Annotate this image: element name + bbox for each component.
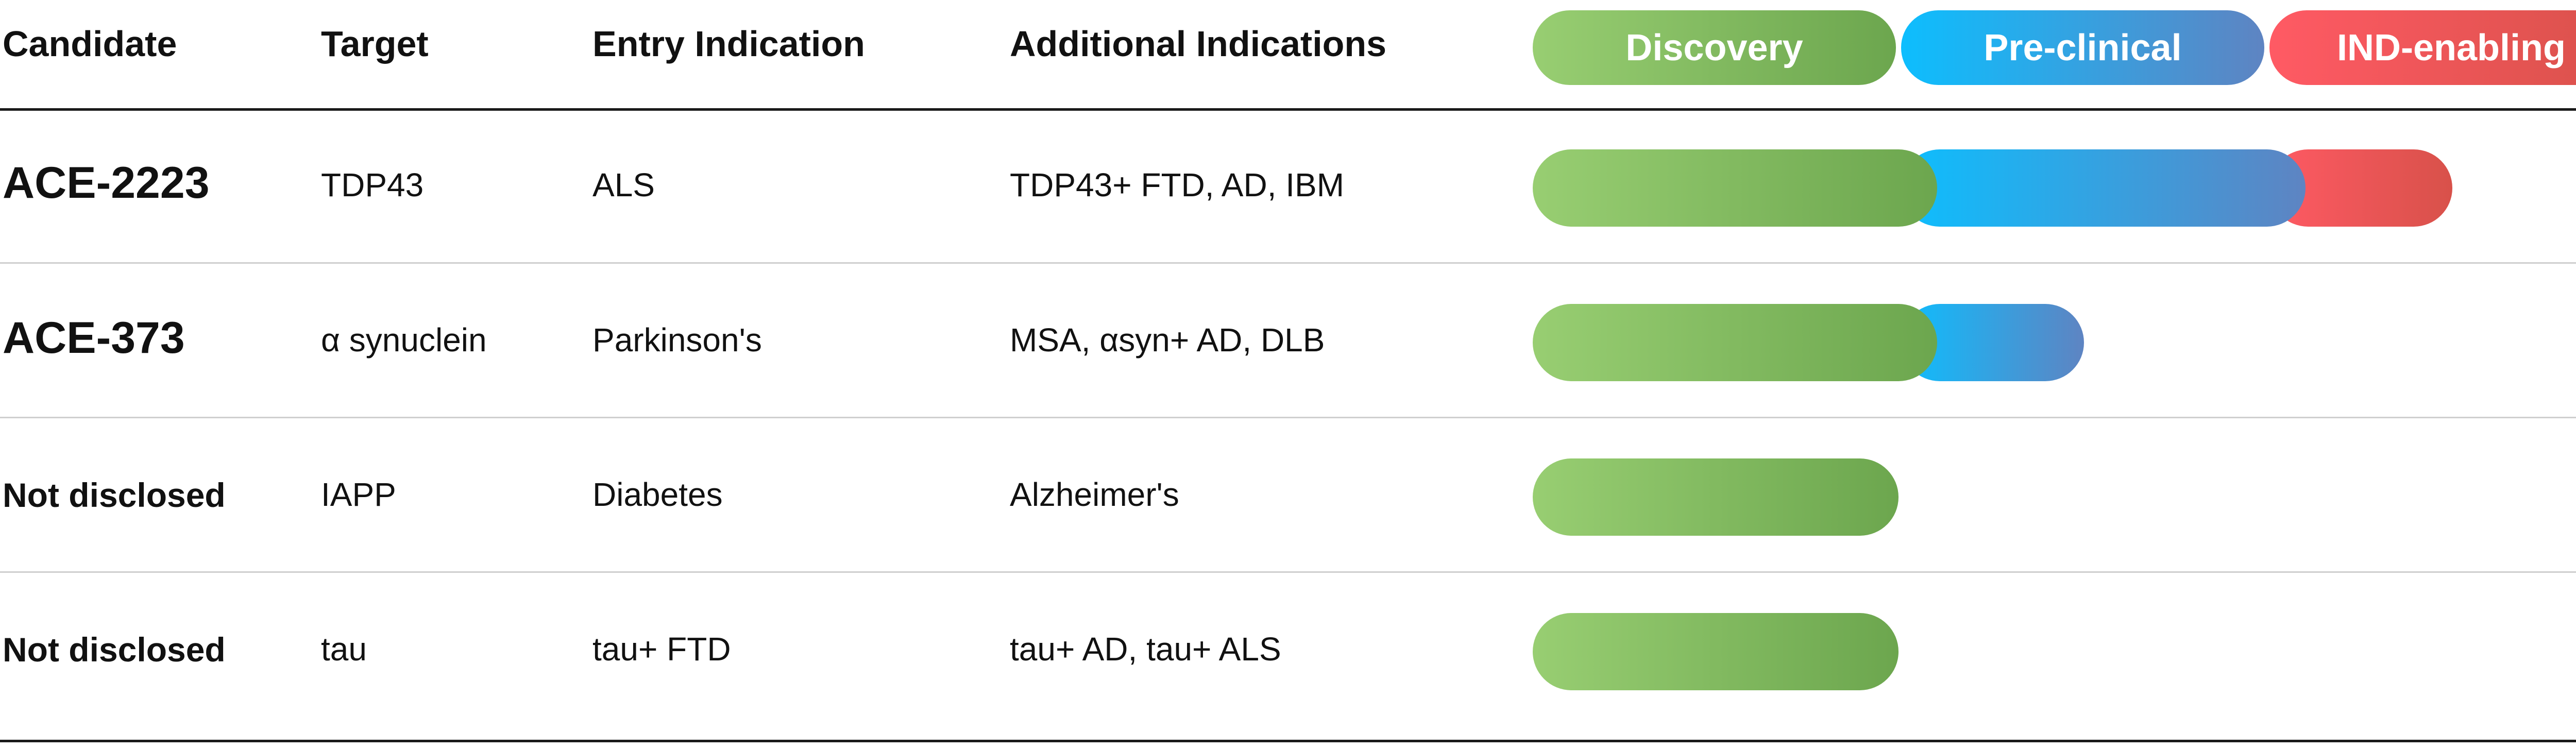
header-candidate: Candidate [3, 24, 177, 64]
row-divider [0, 571, 2576, 573]
phase-header-preclinical: Pre-clinical [1901, 10, 2264, 85]
candidate-name: ACE-373 [3, 313, 185, 363]
progress-bar-pre-clinical [1901, 149, 2306, 227]
progress-bar-discovery [1533, 458, 1899, 536]
entry-indication-cell: ALS [592, 166, 655, 203]
additional-indications-cell: Alzheimer's [1010, 476, 1179, 513]
entry-indication-cell: Diabetes [592, 476, 723, 513]
phase-header-discovery: Discovery [1533, 10, 1896, 85]
progress-bar-pre-clinical [1901, 304, 2084, 381]
additional-indications-cell: MSA, αsyn+ AD, DLB [1010, 321, 1325, 359]
target-cell: TDP43 [321, 166, 424, 203]
header-additional-indications: Additional Indications [1010, 24, 1387, 64]
progress-bar-discovery [1533, 149, 1937, 227]
header-divider [0, 108, 2576, 111]
target-cell: IAPP [321, 476, 396, 513]
entry-indication-cell: tau+ FTD [592, 631, 731, 668]
progress-bar-discovery [1533, 304, 1937, 381]
phase-header-ind-enabling: IND-enabling [2269, 10, 2576, 85]
header-target: Target [321, 24, 429, 64]
target-cell: α synuclein [321, 321, 487, 359]
additional-indications-cell: tau+ AD, tau+ ALS [1010, 631, 1281, 668]
entry-indication-cell: Parkinson's [592, 321, 762, 359]
additional-indications-cell: TDP43+ FTD, AD, IBM [1010, 166, 1345, 203]
header-entry-indication: Entry Indication [592, 24, 865, 64]
table-bottom-border [0, 740, 2576, 742]
progress-bar-ind-enabling [2269, 149, 2452, 227]
row-divider [0, 417, 2576, 418]
row-divider [0, 262, 2576, 264]
progress-bar-discovery [1533, 613, 1899, 690]
candidate-name: Not disclosed [3, 476, 226, 514]
target-cell: tau [321, 631, 367, 668]
candidate-name: Not disclosed [3, 631, 226, 669]
candidate-name: ACE-2223 [3, 158, 210, 208]
